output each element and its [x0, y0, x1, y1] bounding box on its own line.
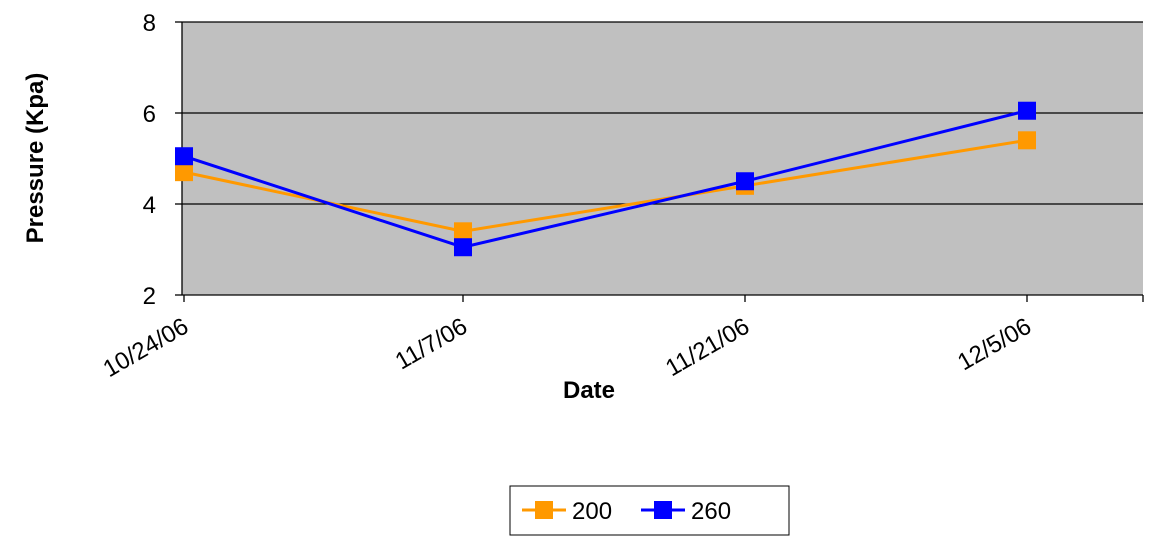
series-lines	[175, 101, 1036, 257]
y-tick-labels: 2 4 6 8	[143, 10, 156, 310]
series-line-260	[183, 109, 1028, 249]
y-axis-title: Pressure (Kpa)	[22, 73, 49, 244]
xtick-label: 10/24/06	[99, 313, 193, 383]
legend-label: 200	[572, 498, 612, 525]
legend-entry-200: 200	[522, 498, 612, 525]
ytick-label: 2	[143, 283, 156, 310]
data-point-200-3	[1018, 131, 1036, 150]
axes	[175, 21, 1144, 302]
plot-area	[182, 22, 1143, 295]
xtick-label: 11/21/06	[661, 313, 754, 382]
data-point-260-2	[736, 172, 754, 191]
legend-label: 260	[691, 498, 731, 525]
x-axis-title: Date	[563, 377, 615, 404]
legend-entry-260: 260	[641, 498, 731, 525]
legend-marker-260	[654, 501, 672, 519]
ytick-label: 4	[143, 192, 156, 219]
ytick-label: 8	[143, 10, 156, 37]
data-point-260-1	[454, 238, 472, 257]
data-point-200-0	[175, 163, 193, 182]
gridlines	[182, 21, 1143, 205]
xtick-label: 12/5/06	[953, 313, 1036, 376]
xtick-label: 11/7/06	[391, 313, 472, 376]
legend: 200 260	[509, 485, 790, 536]
ytick-label: 6	[143, 101, 156, 128]
data-point-200-1	[454, 222, 472, 241]
data-point-260-3	[1018, 101, 1036, 120]
data-point-260-0	[175, 147, 193, 166]
x-tick-labels: 10/24/06 11/7/06 11/21/06 12/5/06	[99, 313, 1036, 383]
series-260	[175, 101, 1036, 257]
legend-marker-200	[535, 501, 553, 519]
